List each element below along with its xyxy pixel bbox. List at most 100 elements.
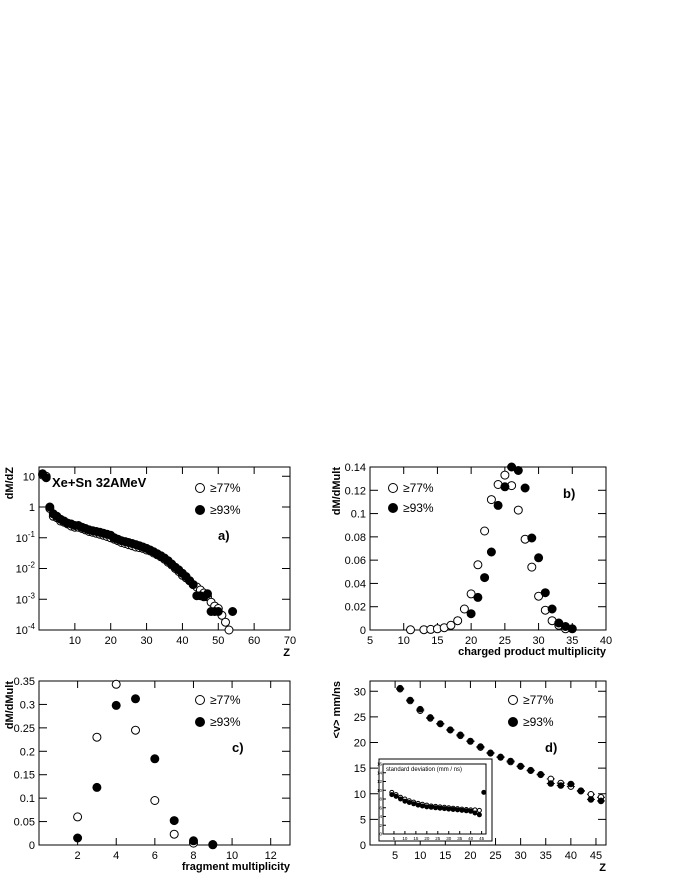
data-point — [537, 771, 545, 778]
x-axis-label: Z — [599, 862, 606, 874]
data-point — [427, 714, 434, 721]
y-axis-label: dM/dZ — [4, 467, 16, 500]
x-tick-label: 5 — [367, 635, 373, 647]
data-point — [587, 796, 595, 803]
y-tick-label: 10-4 — [16, 622, 36, 637]
panel-b: 5 10 15 20 25 30 35 40 0 0.02 0.04 0.06 0.08 0.1 0.12 0… — [331, 462, 612, 658]
data-point — [520, 483, 530, 493]
data-point — [577, 787, 585, 795]
x-tick-label: 2 — [75, 850, 81, 862]
data-point — [540, 588, 550, 598]
data-point — [203, 589, 212, 599]
y-axis-label: dM/dMult — [4, 681, 16, 730]
y-tick-label: 10-3 — [16, 591, 36, 606]
y-axis-label: dM/dMult — [331, 467, 343, 516]
data-point — [480, 573, 490, 583]
inset-data-point — [411, 801, 417, 807]
data-point — [111, 679, 121, 689]
data-point — [557, 782, 565, 789]
panel-a: 10 20 30 40 50 60 70 10 1 10-1 10-2 10-3 10-4 ZdM/dZ a… — [4, 466, 296, 659]
data-point — [486, 495, 496, 505]
x-tick-label: 10 — [226, 850, 238, 862]
y-tick-label: 10 — [23, 471, 35, 483]
y-tick-label: 0.14 — [345, 462, 366, 474]
data-point — [111, 700, 121, 710]
inset-data-point — [459, 807, 465, 813]
inset-data-point — [406, 800, 412, 805]
inset-data-point — [433, 805, 439, 811]
data-point — [208, 840, 218, 849]
inset-x-tick-label: 20 — [424, 836, 430, 841]
inset-data-point — [468, 808, 474, 814]
inset-y-tick-label: 10 — [377, 788, 383, 793]
inset-data-point — [476, 807, 482, 813]
data-point — [527, 562, 537, 572]
data-point — [459, 604, 469, 614]
plot-frame — [38, 680, 291, 846]
y-tick-label: 0.05 — [14, 817, 35, 829]
legend-marker — [508, 717, 518, 727]
inset-y-tick-label: 6 — [379, 805, 382, 810]
inset-data-point — [450, 807, 456, 812]
inset-y-tick-label: 12 — [377, 779, 383, 784]
legend-label: ≥93% — [403, 501, 434, 515]
legend-marker — [195, 695, 205, 705]
data-point — [517, 762, 524, 770]
data-point — [527, 766, 535, 774]
x-tick-label: 40 — [176, 635, 188, 647]
x-tick-label: 20 — [465, 635, 477, 647]
inset-y-tick-label: 16 — [377, 762, 383, 767]
data-point — [513, 466, 523, 475]
x-tick-label: 12 — [265, 850, 277, 862]
legend-marker — [388, 483, 398, 493]
y-tick-label: 25 — [354, 712, 366, 724]
x-tick-label: 5 — [392, 850, 398, 862]
x-tick-label: 45 — [590, 850, 602, 862]
inset-x-tick-label: 45 — [479, 836, 485, 841]
data-point — [221, 617, 230, 627]
inset-data-point — [393, 793, 399, 799]
plot-frame — [369, 680, 607, 846]
chart-annotation: Xe+Sn 32AMeV — [52, 475, 147, 490]
data-point — [487, 749, 494, 757]
data-point — [567, 780, 575, 788]
data-point — [473, 560, 483, 570]
y-tick-label: 0.1 — [20, 793, 35, 805]
y-tick-label: 0.12 — [345, 485, 366, 497]
inset-x-tick-label: 30 — [446, 836, 452, 841]
y-tick-label: 0.08 — [345, 532, 366, 544]
data-point — [547, 604, 557, 614]
y-tick-label: 0.35 — [14, 676, 35, 688]
legend-label: ≥77% — [523, 693, 554, 707]
y-tick-label: 15 — [354, 763, 366, 775]
data-point — [406, 625, 415, 635]
data-point — [169, 816, 179, 826]
panel-label: b) — [563, 486, 575, 501]
data-point — [396, 684, 404, 692]
inset-y-tick-label: 14 — [377, 770, 383, 775]
x-tick-label: 4 — [113, 850, 119, 862]
data-point — [150, 796, 160, 805]
data-point — [189, 836, 198, 846]
data-point — [92, 732, 102, 742]
legend-marker — [195, 483, 205, 493]
data-point — [92, 782, 102, 792]
data-point — [527, 533, 537, 543]
data-point — [500, 470, 510, 480]
inset-data-point — [415, 802, 421, 808]
x-axis-label: Z — [283, 647, 290, 659]
inset-data-point — [424, 804, 430, 810]
y-tick-label: 0.25 — [14, 723, 35, 735]
y-tick-label: 10 — [354, 789, 366, 801]
legend-label: ≥77% — [403, 481, 434, 495]
y-axis-label: <v> mm/ns — [331, 681, 343, 738]
inset-data-point — [437, 805, 443, 811]
inset-x-tick-label: 40 — [468, 836, 474, 841]
inset-data-point — [402, 798, 408, 804]
inset-x-tick-label: 10 — [402, 836, 408, 841]
inset-frame-outer — [378, 758, 493, 842]
inset-data-point — [398, 796, 403, 802]
inset-data-point — [389, 792, 395, 798]
y-tick-label: 10-2 — [16, 561, 36, 576]
inset-data-point — [481, 789, 487, 795]
